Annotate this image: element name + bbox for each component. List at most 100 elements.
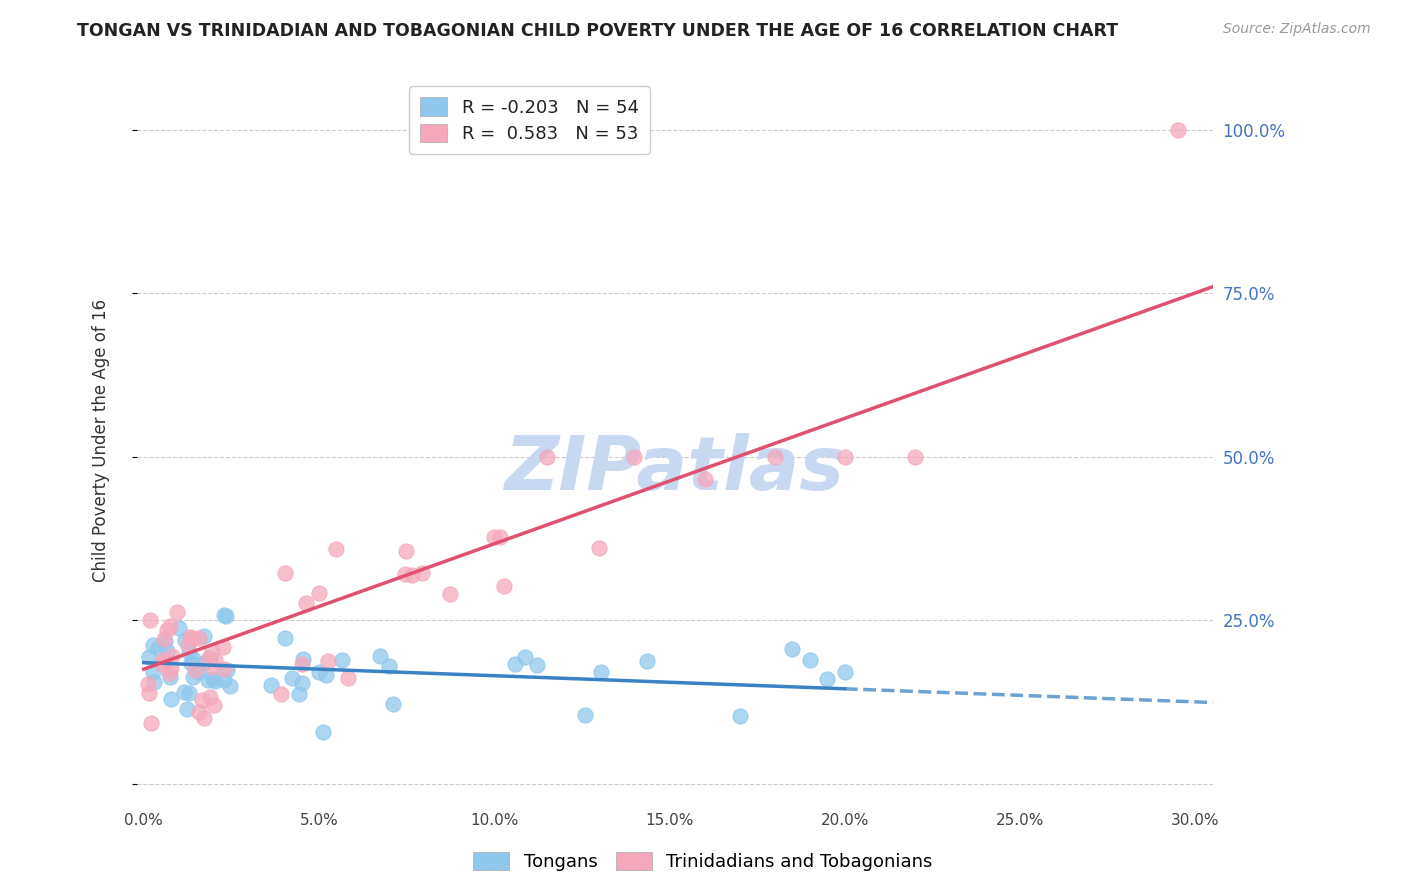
Point (636, 654, 658, 668)
Point (214, 662, 236, 676)
Point (288, 687, 311, 701)
Point (179, 630, 201, 644)
Point (308, 586, 330, 600)
Point (834, 450, 856, 464)
Point (174, 632, 197, 647)
Point (588, 541, 610, 555)
Point (188, 632, 211, 646)
Point (489, 530, 512, 544)
Point (200, 651, 222, 665)
Point (157, 666, 180, 681)
Point (201, 672, 224, 686)
Point (330, 653, 353, 667)
Point (160, 660, 183, 674)
Point (201, 660, 224, 674)
Point (153, 632, 176, 647)
Point (191, 693, 214, 707)
Point (148, 641, 170, 656)
Point (1167, 122, 1189, 136)
Point (780, 642, 803, 657)
Point (312, 725, 335, 739)
Point (142, 638, 165, 652)
Point (142, 675, 165, 690)
Point (173, 685, 195, 699)
Point (218, 679, 240, 693)
Point (169, 622, 191, 636)
Point (193, 629, 215, 643)
Point (394, 566, 416, 581)
Text: Source: ZipAtlas.com: Source: ZipAtlas.com (1223, 22, 1371, 37)
Point (693, 472, 716, 486)
Point (177, 639, 200, 653)
Point (197, 652, 219, 666)
Point (834, 665, 856, 680)
Point (315, 668, 337, 682)
Point (204, 653, 226, 667)
Point (187, 665, 209, 679)
Point (193, 711, 215, 725)
Point (515, 650, 537, 665)
Point (155, 644, 177, 658)
Point (401, 568, 423, 582)
Point (142, 665, 165, 679)
Point (815, 672, 838, 686)
Point (395, 544, 418, 558)
Point (212, 673, 235, 687)
Point (200, 644, 222, 658)
Text: ZIPatlas: ZIPatlas (505, 433, 845, 506)
Point (184, 663, 207, 677)
Point (166, 605, 188, 619)
Legend: R = -0.203   N = 54, R =  0.583   N = 53: R = -0.203 N = 54, R = 0.583 N = 53 (409, 87, 650, 154)
Point (763, 450, 786, 464)
Point (197, 673, 219, 687)
Point (193, 657, 215, 671)
Point (273, 631, 295, 645)
Point (316, 654, 339, 668)
Point (181, 652, 204, 666)
Y-axis label: Child Poverty Under the Age of 16: Child Poverty Under the Age of 16 (93, 299, 110, 582)
Point (623, 450, 645, 464)
Point (179, 686, 201, 700)
Point (291, 676, 314, 690)
Point (439, 586, 461, 600)
Point (270, 688, 292, 702)
Point (589, 665, 612, 680)
Point (152, 652, 174, 666)
Point (204, 674, 226, 689)
Point (156, 624, 179, 638)
Point (503, 657, 526, 671)
Point (325, 541, 347, 556)
Point (536, 450, 558, 464)
Point (179, 644, 201, 658)
Text: TONGAN VS TRINIDADIAN AND TOBAGONIAN CHILD POVERTY UNDER THE AGE OF 16 CORRELATI: TONGAN VS TRINIDADIAN AND TOBAGONIAN CHI… (77, 22, 1118, 40)
Point (799, 653, 821, 667)
Legend: Tongans, Trinidadians and Tobagonians: Tongans, Trinidadians and Tobagonians (467, 845, 939, 879)
Point (484, 530, 506, 544)
Point (181, 631, 204, 645)
Point (292, 651, 315, 665)
Point (202, 698, 225, 712)
Point (217, 664, 239, 678)
Point (214, 608, 236, 623)
Point (153, 633, 176, 648)
Point (136, 677, 159, 691)
Point (160, 692, 183, 706)
Point (336, 671, 359, 685)
Point (138, 649, 160, 664)
Point (180, 657, 202, 671)
Point (295, 596, 318, 610)
Point (212, 640, 235, 655)
Point (138, 613, 160, 627)
Point (368, 648, 391, 663)
Point (728, 708, 751, 723)
Point (187, 705, 209, 719)
Point (411, 566, 433, 580)
Point (159, 619, 181, 633)
Point (904, 450, 927, 464)
Point (159, 670, 181, 684)
Point (138, 686, 160, 700)
Point (212, 608, 235, 623)
Point (139, 716, 162, 731)
Point (281, 671, 304, 685)
Point (200, 690, 222, 704)
